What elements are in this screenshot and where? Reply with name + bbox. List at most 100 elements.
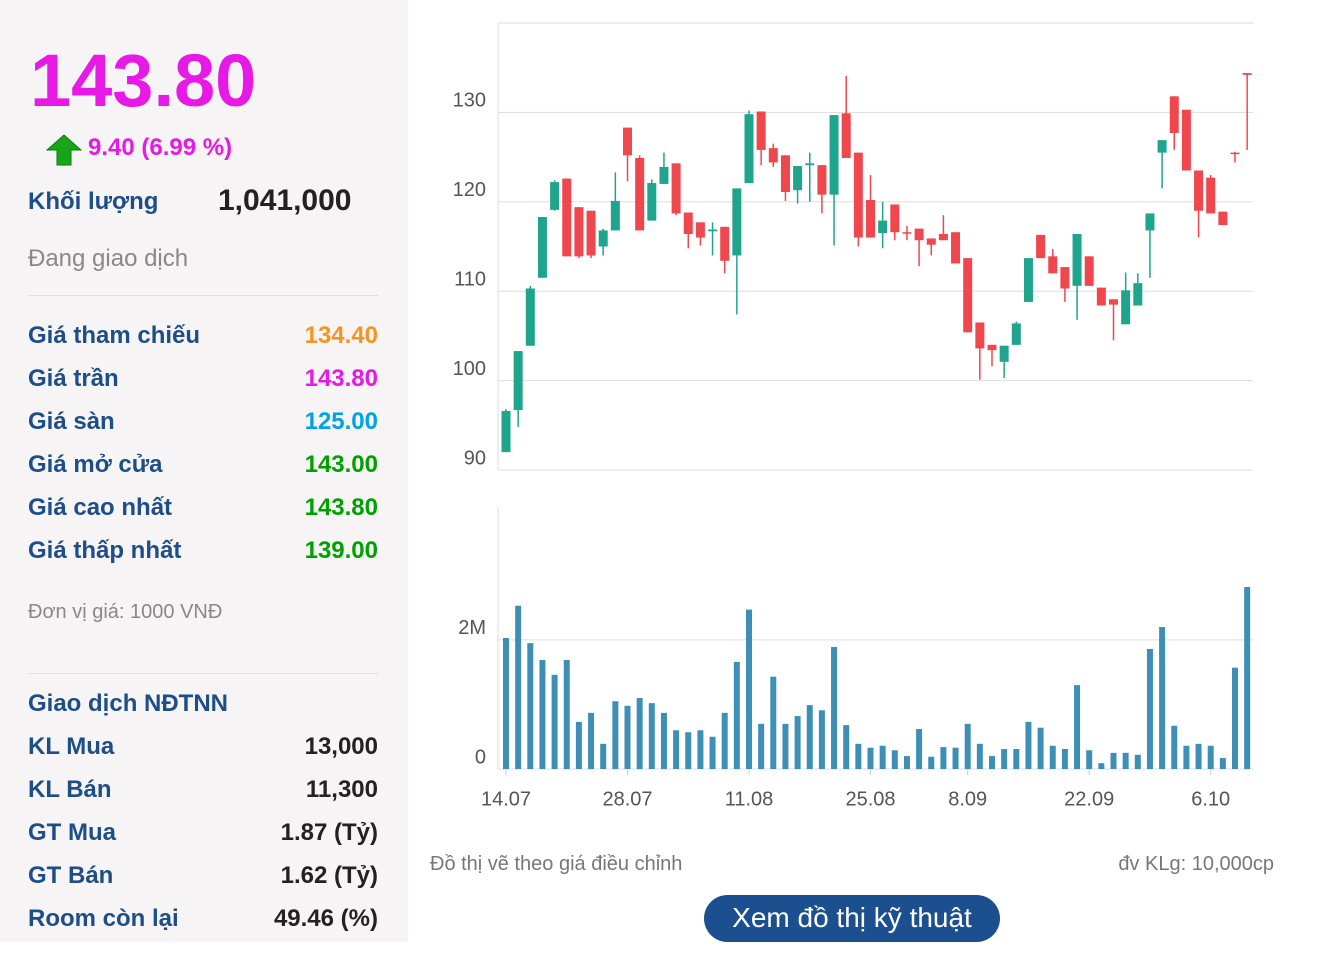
candle-body [659, 166, 669, 184]
foreign-title: Giao dịch NĐTNN [28, 690, 229, 717]
volume-bar [575, 721, 582, 769]
volume-bar [903, 756, 910, 769]
candle-body [926, 238, 936, 245]
volume-bar [673, 730, 680, 769]
volume-bar [503, 638, 509, 769]
volume-bar [952, 747, 959, 769]
price-label: Giá trần [28, 365, 119, 392]
volume-bar [1146, 648, 1153, 769]
unit-note: Đơn vị giá: 1000 VNĐ [28, 601, 223, 623]
candle-body [598, 230, 608, 247]
candle-body [963, 258, 973, 333]
foreign-label: GT Mua [28, 819, 116, 846]
candle-body [623, 127, 632, 156]
candle-body [1169, 96, 1179, 133]
price-label: Giá mở cửa [28, 451, 163, 478]
volume-unit: đv KLg: 10,000cp [1118, 853, 1274, 875]
candle-body [890, 204, 900, 233]
candle-body [1084, 256, 1094, 286]
x-tick-label: 14.07 [481, 788, 531, 810]
volume-bar [1074, 685, 1081, 769]
volume-bar [588, 712, 595, 769]
candle-body [829, 115, 839, 195]
price-label: Giá sàn [28, 408, 115, 435]
foreign-label: GT Bán [28, 862, 114, 889]
y-tick-label: 100 [453, 358, 486, 380]
candle-body [1242, 73, 1252, 75]
candle-body [878, 220, 888, 234]
candle-body [780, 155, 790, 192]
x-tick-label: 8.09 [948, 788, 987, 810]
foreign-label: KL Mua [28, 733, 115, 760]
volume-bar [1207, 745, 1214, 769]
volume-bar [1001, 748, 1008, 769]
candle-body [853, 152, 863, 238]
volume-bar [782, 723, 789, 769]
status: Đang giao dịch [28, 245, 189, 272]
y-tick-label: 0 [475, 746, 486, 768]
price-value: 125.00 [304, 408, 378, 435]
volume-bar [600, 743, 607, 769]
candle-body [841, 113, 851, 158]
candle-body [574, 207, 584, 257]
separator [28, 295, 378, 296]
price: 143.80 [30, 39, 257, 122]
chart-note: Đồ thị vẽ theo giá điều chỉnh [430, 853, 683, 875]
x-tick-label: 25.08 [845, 788, 895, 810]
volume-bar [685, 732, 692, 769]
volume-bar [1171, 725, 1178, 769]
candle-body [635, 157, 645, 231]
candle-body [1072, 233, 1082, 286]
candle-body [1133, 283, 1143, 306]
volume-bar [989, 756, 995, 769]
volume-bar [1110, 752, 1117, 769]
volume-bar [1037, 727, 1044, 769]
volume-bar [515, 605, 522, 769]
volume-bar [721, 712, 728, 769]
candle-body [902, 232, 912, 234]
candle-body [1181, 109, 1191, 171]
candle-body [1048, 256, 1058, 274]
foreign-value: 11,300 [305, 776, 378, 803]
candle-body [987, 344, 997, 351]
volume-bar [916, 728, 923, 769]
x-tick-label: 6.10 [1191, 788, 1230, 810]
volume-bar [976, 743, 983, 769]
candle-body [550, 182, 560, 210]
foreign-value: 13,000 [304, 733, 378, 760]
volume-bar [964, 723, 971, 769]
volume-bar [539, 659, 546, 769]
x-tick-label: 28.07 [602, 788, 652, 810]
candle-body [695, 222, 705, 238]
volume-bar [1061, 748, 1068, 769]
y-tick-label: 130 [453, 90, 486, 112]
candle-body [1096, 287, 1106, 306]
x-tick-label: 22.09 [1064, 788, 1114, 810]
candle-body [1060, 267, 1070, 289]
volume-bar [624, 705, 631, 769]
candle-body [1011, 323, 1021, 345]
volume-bar [563, 659, 570, 769]
volume-bar [551, 674, 558, 769]
candle-body [671, 163, 681, 214]
volume-bar [1159, 627, 1166, 769]
volume-bar [1183, 745, 1190, 769]
volume-bar [1049, 745, 1056, 769]
volume-bar [709, 736, 716, 769]
volume-bar [879, 745, 886, 769]
candle-body [720, 226, 730, 261]
price-label: Giá cao nhất [28, 494, 173, 521]
volume-bar [1025, 721, 1032, 769]
info-panel: 143.80 9.40 (6.99 %) Khối lượng 1,041,00… [0, 0, 408, 942]
candle-body [586, 210, 596, 256]
foreign-label: KL Bán [28, 776, 112, 803]
technical-chart-button[interactable]: Xem đồ thị kỹ thuật [704, 895, 1000, 942]
volume-bar [770, 676, 777, 769]
candle-body [938, 233, 948, 241]
volume-bar [612, 701, 619, 769]
candle-body [951, 232, 961, 264]
candle-body [1206, 177, 1216, 214]
candle-body [793, 166, 803, 191]
volume-bar [746, 609, 752, 769]
